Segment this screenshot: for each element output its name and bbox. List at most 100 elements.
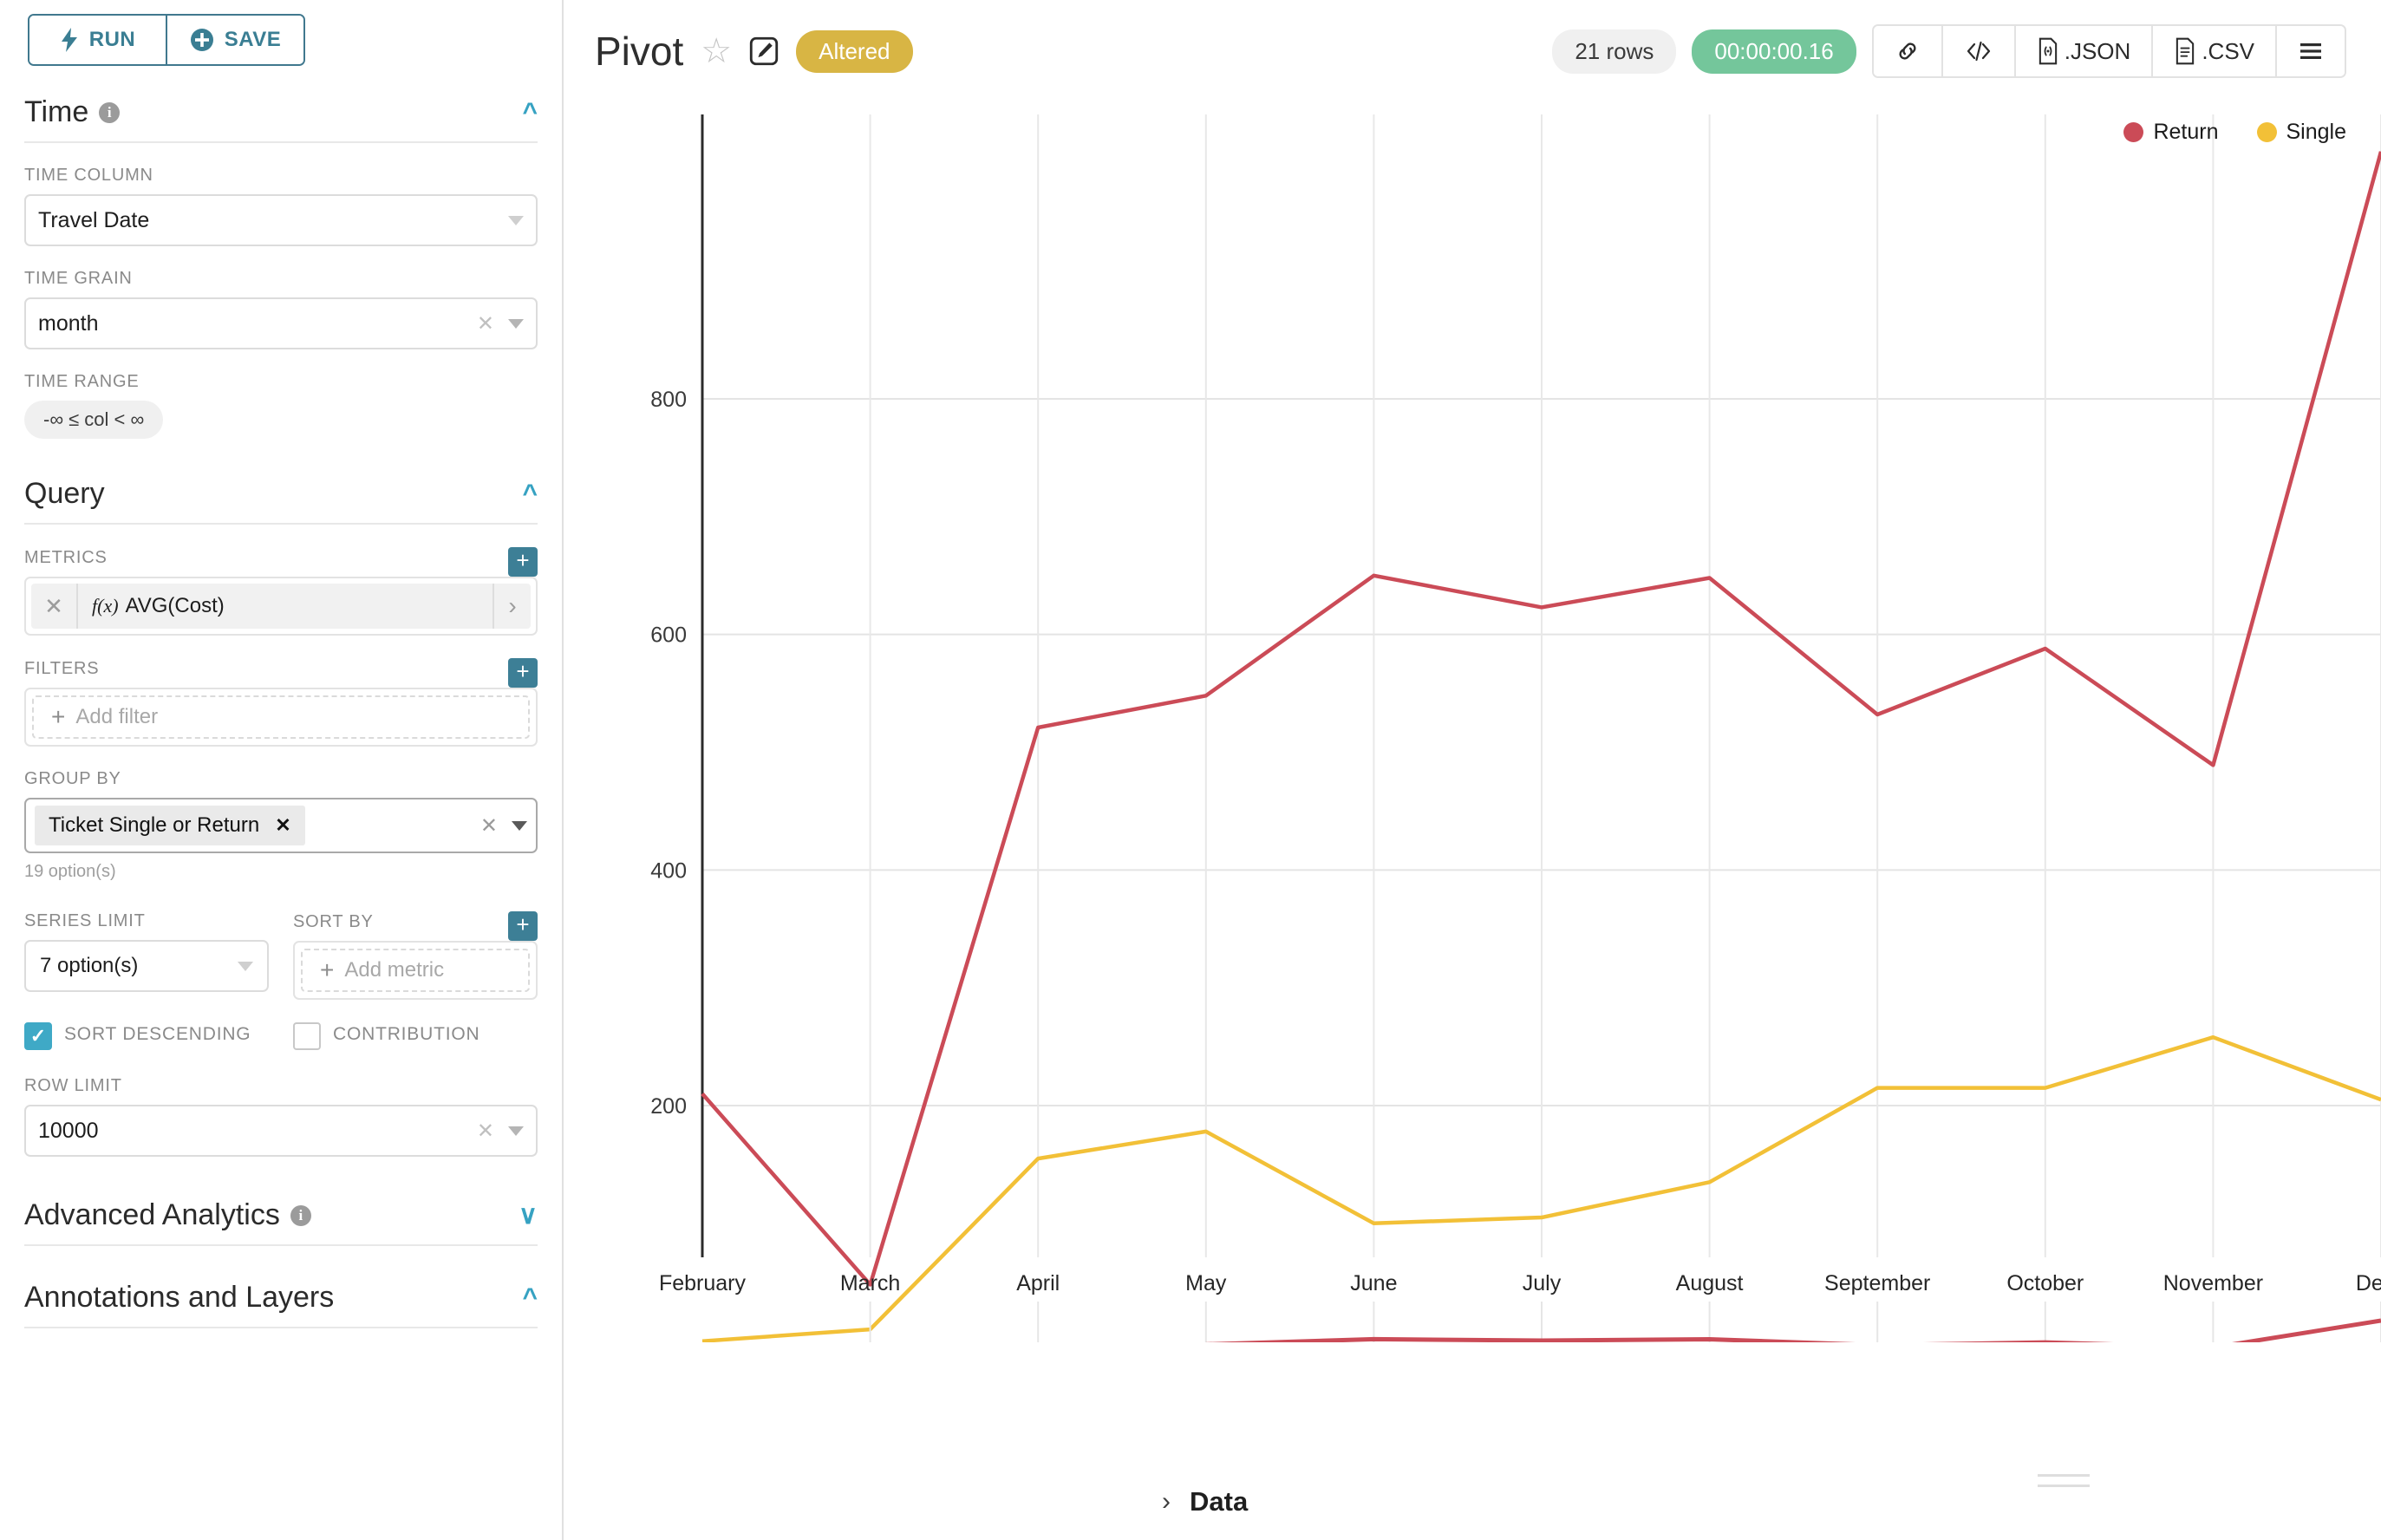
legend-item-single[interactable]: Single bbox=[2256, 120, 2347, 145]
add-metric-label: Add metric bbox=[344, 958, 445, 982]
field-sort-by: SORT BY + + Add metric bbox=[293, 911, 538, 1000]
svg-text:Dece: Dece bbox=[2356, 1271, 2381, 1295]
chevron-up-icon[interactable]: ^ bbox=[522, 97, 538, 127]
page-title: Pivot bbox=[595, 29, 684, 74]
panel-resize-handle[interactable] bbox=[2038, 1474, 2090, 1495]
legend-label-return: Return bbox=[2153, 120, 2219, 144]
section-header-annotations[interactable]: Annotations and Layers ^ bbox=[24, 1246, 538, 1328]
metric-chip[interactable]: ✕ f(x) AVG(Cost) › bbox=[31, 584, 531, 629]
add-metric-button[interactable]: + bbox=[508, 547, 538, 577]
section-header-query[interactable]: Query ^ bbox=[24, 439, 538, 525]
legend-item-return[interactable]: Return bbox=[2123, 120, 2219, 145]
export-json-label: .JSON bbox=[2064, 37, 2131, 64]
field-time-column: TIME COLUMN Travel Date bbox=[24, 143, 538, 246]
data-section-label: Data bbox=[1190, 1486, 1249, 1517]
export-json-button[interactable]: .JSON bbox=[2013, 26, 2152, 76]
link-icon bbox=[1899, 42, 1916, 60]
chevron-up-icon[interactable]: ^ bbox=[522, 1282, 538, 1312]
control-panel: RUN SAVE Time i ^ TIME COLUMN Travel Dat… bbox=[0, 0, 564, 1540]
checkbox-checked-icon: ✓ bbox=[24, 1022, 52, 1050]
add-filter-label: Add filter bbox=[75, 705, 159, 728]
field-time-range: TIME RANGE -∞ ≤ col < ∞ bbox=[24, 349, 538, 439]
time-column-select[interactable]: Travel Date bbox=[24, 194, 538, 246]
y-axis-tick-labels: 200 400 600 800 bbox=[650, 388, 687, 1119]
svg-text:February: February bbox=[659, 1271, 747, 1295]
contribution-checkbox[interactable]: CONTRIBUTION bbox=[293, 1022, 538, 1050]
section-title-annotations: Annotations and Layers bbox=[24, 1281, 335, 1314]
filters-box: + Add filter bbox=[24, 688, 538, 747]
checkbox-row: ✓ SORT DESCENDING CONTRIBUTION bbox=[24, 1000, 538, 1050]
chart-series-lines bbox=[701, 151, 2381, 1342]
sort-descending-checkbox[interactable]: ✓ SORT DESCENDING bbox=[24, 1022, 269, 1050]
export-csv-button[interactable]: .CSV bbox=[2151, 26, 2275, 76]
group-by-chip[interactable]: Ticket Single or Return ✕ bbox=[35, 806, 305, 845]
run-button-label: RUN bbox=[88, 28, 136, 51]
clear-icon[interactable]: ✕ bbox=[476, 311, 494, 336]
view-code-button[interactable] bbox=[1941, 26, 2014, 76]
chevron-down-icon bbox=[508, 215, 524, 225]
chevron-down-icon bbox=[238, 961, 253, 971]
row-limit-select[interactable]: 10000 ✕ bbox=[24, 1105, 538, 1157]
save-button[interactable]: SAVE bbox=[166, 16, 303, 64]
chevron-down-icon bbox=[508, 318, 524, 329]
svg-text:June: June bbox=[1350, 1271, 1397, 1295]
chevron-up-icon[interactable]: ^ bbox=[522, 479, 538, 508]
section-title-query: Query bbox=[24, 477, 105, 510]
context-chart-series-lines bbox=[1195, 1318, 2381, 1342]
clear-icon[interactable]: ✕ bbox=[479, 813, 498, 838]
star-icon[interactable]: ☆ bbox=[701, 32, 733, 70]
chevron-down-icon bbox=[512, 820, 527, 831]
clear-icon[interactable]: ✕ bbox=[476, 1119, 494, 1143]
field-metrics: METRICS + ✕ f(x) AVG(Cost) › bbox=[24, 525, 538, 636]
field-row-limit: ROW LIMIT 10000 ✕ bbox=[24, 1050, 538, 1157]
add-metric-dropzone[interactable]: + Add metric bbox=[301, 949, 530, 992]
group-by-label: GROUP BY bbox=[24, 769, 121, 788]
info-icon[interactable]: i bbox=[290, 1204, 311, 1226]
sort-by-box: + Add metric bbox=[293, 941, 538, 1000]
svg-text:May: May bbox=[1185, 1271, 1227, 1295]
code-icon bbox=[1967, 41, 1990, 62]
remove-chip-icon[interactable]: ✕ bbox=[275, 814, 291, 836]
section-title-time: Time bbox=[24, 95, 89, 128]
run-save-button-group: RUN SAVE bbox=[28, 14, 305, 66]
row-limit-value: 10000 bbox=[38, 1118, 99, 1143]
section-header-time[interactable]: Time i ^ bbox=[24, 66, 538, 143]
legend-label-single: Single bbox=[2286, 120, 2347, 144]
field-series-limit: SERIES LIMIT 7 option(s) bbox=[24, 911, 269, 1000]
line-chart[interactable]: 200 400 600 800 February March April May June Ju… bbox=[564, 102, 2381, 1342]
info-icon[interactable]: i bbox=[99, 101, 121, 123]
filters-label: FILTERS bbox=[24, 658, 100, 678]
chart-svg: 200 400 600 800 February March April May June Ju… bbox=[650, 114, 2381, 1342]
time-grain-select[interactable]: month ✕ bbox=[24, 297, 538, 349]
time-range-value[interactable]: -∞ ≤ col < ∞ bbox=[24, 401, 164, 439]
chevron-down-icon[interactable]: ∨ bbox=[519, 1200, 538, 1230]
add-sort-metric-button[interactable]: + bbox=[508, 911, 538, 941]
limit-sort-row: SERIES LIMIT 7 option(s) SORT BY + + Add… bbox=[24, 882, 538, 1000]
field-group-by: GROUP BY Ticket Single or Return ✕ ✕ 19 … bbox=[24, 747, 538, 882]
time-range-label: TIME RANGE bbox=[24, 372, 140, 391]
svg-text:September: September bbox=[1824, 1271, 1930, 1295]
more-menu-button[interactable] bbox=[2275, 26, 2345, 76]
section-title-advanced-analytics: Advanced Analytics bbox=[24, 1198, 280, 1231]
svg-text:400: 400 bbox=[650, 858, 687, 883]
section-header-advanced-analytics[interactable]: Advanced Analytics i ∨ bbox=[24, 1157, 538, 1246]
data-section-expander[interactable]: › Data bbox=[1162, 1486, 1248, 1517]
svg-text:July: July bbox=[1523, 1271, 1562, 1295]
svg-text:600: 600 bbox=[650, 623, 687, 648]
function-icon: f(x) bbox=[92, 595, 119, 617]
group-by-chip-label: Ticket Single or Return bbox=[49, 813, 260, 837]
chevron-right-icon[interactable]: › bbox=[493, 584, 531, 629]
add-filter-dropzone[interactable]: + Add filter bbox=[32, 695, 530, 739]
series-limit-select[interactable]: 7 option(s) bbox=[24, 940, 269, 992]
add-filter-button[interactable]: + bbox=[508, 658, 538, 688]
run-button[interactable]: RUN bbox=[29, 16, 166, 64]
group-by-select[interactable]: Ticket Single or Return ✕ ✕ bbox=[24, 798, 538, 853]
edit-pencil-icon[interactable] bbox=[749, 36, 779, 66]
remove-metric-icon[interactable]: ✕ bbox=[31, 584, 78, 629]
svg-text:August: August bbox=[1676, 1271, 1744, 1295]
x-axis-tick-labels: February March April May June July August Septe… bbox=[659, 1271, 2381, 1295]
share-link-button[interactable] bbox=[1873, 26, 1941, 76]
chevron-right-icon: › bbox=[1162, 1487, 1171, 1516]
chart-action-button-group: .JSON .CSV bbox=[1871, 24, 2346, 78]
chart-content-area: Pivot ☆ Altered 21 rows 00:00:00.16 bbox=[564, 0, 2381, 1540]
